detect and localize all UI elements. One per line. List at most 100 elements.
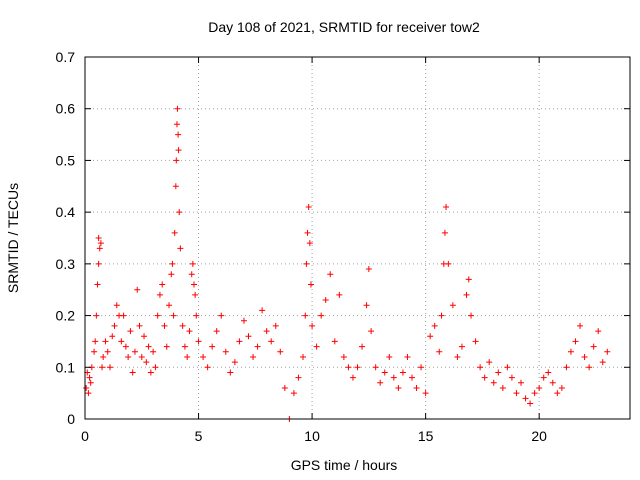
data-point — [173, 157, 180, 164]
data-point — [468, 312, 475, 319]
data-point — [354, 364, 361, 371]
data-point — [97, 240, 104, 247]
data-point — [277, 348, 284, 355]
data-point — [522, 395, 529, 402]
data-point — [536, 384, 543, 391]
data-point — [147, 369, 154, 376]
axis-ticks — [84, 56, 630, 420]
data-point — [136, 322, 143, 329]
data-point — [192, 291, 199, 298]
data-point — [218, 312, 225, 319]
data-point — [166, 302, 173, 309]
x-axis-label: GPS time / hours — [291, 457, 398, 473]
data-point — [227, 369, 234, 376]
data-point — [127, 328, 134, 335]
data-point — [186, 328, 193, 335]
x-tick-label: 10 — [304, 428, 320, 444]
data-point — [418, 364, 425, 371]
data-point — [129, 369, 136, 376]
data-point — [259, 307, 266, 314]
data-point — [268, 338, 275, 345]
data-point — [134, 286, 141, 293]
data-point — [83, 384, 90, 391]
data-point — [188, 271, 195, 278]
data-point — [94, 281, 101, 288]
data-point — [87, 379, 94, 386]
data-point — [381, 369, 388, 376]
data-point — [604, 348, 611, 355]
x-tick-label: 0 — [81, 428, 89, 444]
data-point — [540, 374, 547, 381]
data-point — [213, 328, 220, 335]
data-point — [441, 229, 448, 236]
data-point — [307, 281, 314, 288]
data-point — [318, 312, 325, 319]
y-tick-label: 0.1 — [56, 359, 76, 375]
data-point — [96, 245, 103, 252]
data-point — [122, 343, 129, 350]
data-point — [145, 343, 152, 350]
data-point — [191, 281, 197, 288]
data-point — [93, 312, 100, 319]
y-axis-label: SRMTID / TECUs — [5, 183, 21, 293]
data-point — [179, 322, 186, 329]
data-point — [377, 379, 384, 386]
x-tick-label: 5 — [195, 428, 203, 444]
data-point — [172, 183, 179, 190]
data-point — [245, 333, 252, 340]
y-tick-label: 0.7 — [56, 49, 76, 65]
data-point — [175, 147, 182, 154]
data-point — [250, 353, 257, 360]
data-point — [490, 379, 497, 386]
data-point — [409, 374, 415, 381]
data-point — [345, 364, 352, 371]
data-point — [399, 369, 406, 376]
data-point — [567, 348, 574, 355]
data-point — [168, 271, 175, 278]
data-point — [458, 343, 465, 350]
y-tick-label: 0.3 — [56, 256, 76, 272]
data-point — [305, 203, 312, 210]
plot-frame — [84, 56, 631, 420]
data-point — [195, 338, 202, 345]
data-point — [154, 312, 161, 319]
data-point — [169, 260, 176, 267]
data-point — [170, 312, 177, 319]
chart-title: Day 108 of 2021, SRMTID for receiver tow… — [208, 19, 480, 35]
data-point — [159, 281, 166, 288]
y-tick-label: 0 — [67, 411, 75, 427]
data-point — [176, 209, 183, 216]
data-point — [189, 260, 196, 267]
data-point — [85, 390, 92, 397]
data-point — [477, 364, 484, 371]
data-point — [545, 369, 552, 376]
data-point — [438, 312, 445, 319]
data-point — [295, 374, 302, 381]
data-point — [281, 384, 288, 391]
data-point — [336, 291, 343, 298]
data-point — [372, 364, 379, 371]
data-point — [99, 364, 106, 371]
data-point — [427, 333, 434, 340]
data-point — [349, 374, 356, 381]
data-point — [111, 322, 118, 329]
data-point — [359, 343, 366, 350]
data-point — [486, 359, 493, 366]
data-point — [581, 353, 588, 360]
data-point — [193, 312, 200, 319]
data-point — [95, 235, 102, 241]
data-point — [131, 348, 138, 355]
data-point — [100, 353, 107, 360]
data-point — [304, 229, 311, 236]
data-point — [290, 390, 297, 397]
data-point — [92, 338, 99, 345]
data-point — [138, 353, 145, 360]
data-point — [445, 260, 452, 267]
data-point — [331, 338, 338, 345]
data-point — [454, 353, 461, 360]
data-point — [443, 203, 450, 210]
data-point — [171, 229, 178, 236]
data-point — [313, 343, 320, 350]
data-point — [152, 364, 159, 371]
